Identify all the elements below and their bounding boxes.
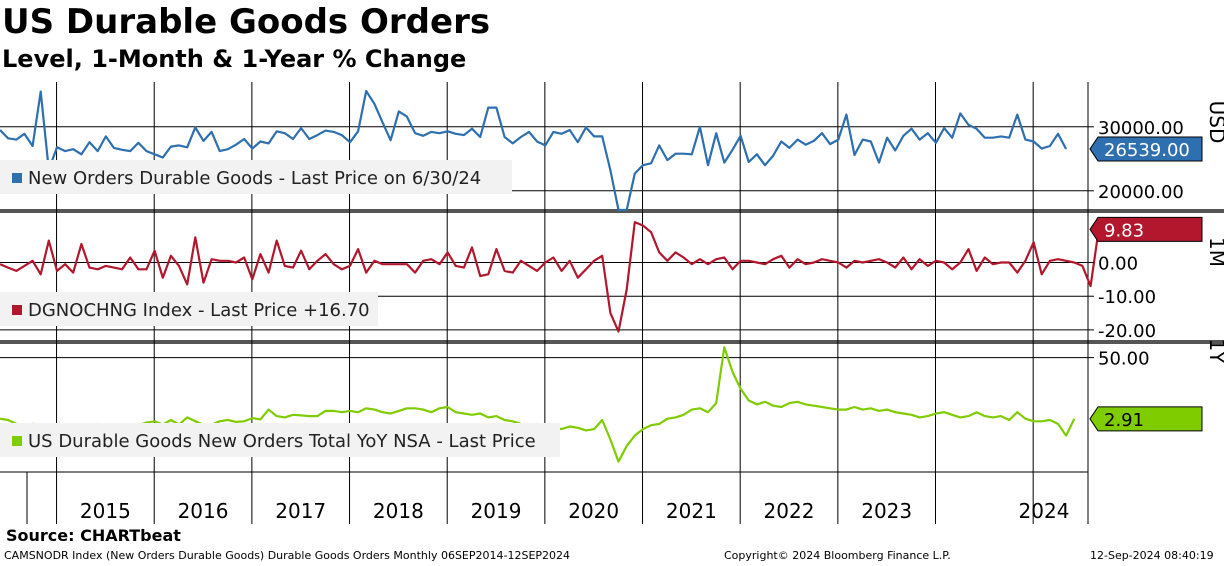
year-label: 2020 [568, 499, 619, 523]
footer-description: CAMSNODR Index (New Orders Durable Goods… [4, 549, 571, 562]
legend-box [0, 160, 512, 194]
y-tick-label: 20000.00 [1098, 182, 1184, 203]
legend-swatch [12, 305, 22, 315]
year-label: 2017 [275, 499, 326, 523]
year-label: 2015 [80, 499, 131, 523]
panel-label: 1M [1205, 237, 1224, 267]
legend-box [0, 292, 378, 326]
y-tick-label: -10.00 [1098, 287, 1156, 308]
series-line [0, 89, 1068, 212]
footer-copyright: Copyright© 2024 Bloomberg Finance L.P. [724, 549, 951, 562]
legend-swatch [12, 436, 22, 446]
legend-swatch [12, 173, 22, 183]
panel-label: USD [1205, 101, 1224, 144]
last-value-tag [1089, 216, 1203, 242]
panel-label: 1Y [1205, 339, 1224, 365]
legend-entry: DGNOCHNG Index - Last Price +16.70 [28, 300, 370, 321]
page-subtitle: Level, 1-Month & 1-Year % Change [2, 45, 467, 73]
y-axes: 30000.00 20000.00 26539.00 USD 0.00 -10.00 -20… [1088, 101, 1224, 432]
y-tick-label: -20.00 [1098, 321, 1156, 342]
year-label: 2019 [471, 499, 522, 523]
x-axis-years: 2015 2016 2017 2018 2019 2020 2021 2022 2023 2024 [80, 499, 1070, 523]
legend-entry: New Orders Durable Goods - Last Price on… [28, 168, 481, 189]
last-value-label: 9.83 [1104, 220, 1144, 241]
panel-frames [0, 82, 1224, 524]
series-lines [0, 89, 1100, 463]
year-label: 2024 [1019, 499, 1070, 523]
panel-separator [0, 340, 1224, 344]
year-label: 2022 [764, 499, 815, 523]
year-label: 2023 [861, 499, 912, 523]
y-tick-label: 50.00 [1098, 349, 1150, 370]
y-tick-label: 0.00 [1098, 254, 1138, 275]
legend-group: New Orders Durable Goods - Last Price on… [0, 160, 560, 457]
year-label: 2021 [666, 499, 717, 523]
last-value-label: 2.91 [1104, 410, 1144, 431]
footer-timestamp: 12-Sep-2024 08:40:19 [1090, 549, 1214, 562]
legend-entry: US Durable Goods New Orders Total YoY NS… [28, 431, 536, 452]
source-label: Source: CHARTbeat [6, 526, 181, 545]
page-title: US Durable Goods Orders [2, 2, 491, 42]
legend-box [0, 423, 560, 457]
y-tick-label: 30000.00 [1098, 118, 1184, 139]
last-value-tag [1089, 136, 1203, 162]
panel-separator [0, 209, 1224, 213]
year-label: 2018 [373, 499, 424, 523]
last-value-label: 26539.00 [1104, 140, 1190, 161]
last-value-tag [1089, 406, 1203, 432]
year-label: 2016 [178, 499, 229, 523]
series-line [0, 221, 1100, 333]
